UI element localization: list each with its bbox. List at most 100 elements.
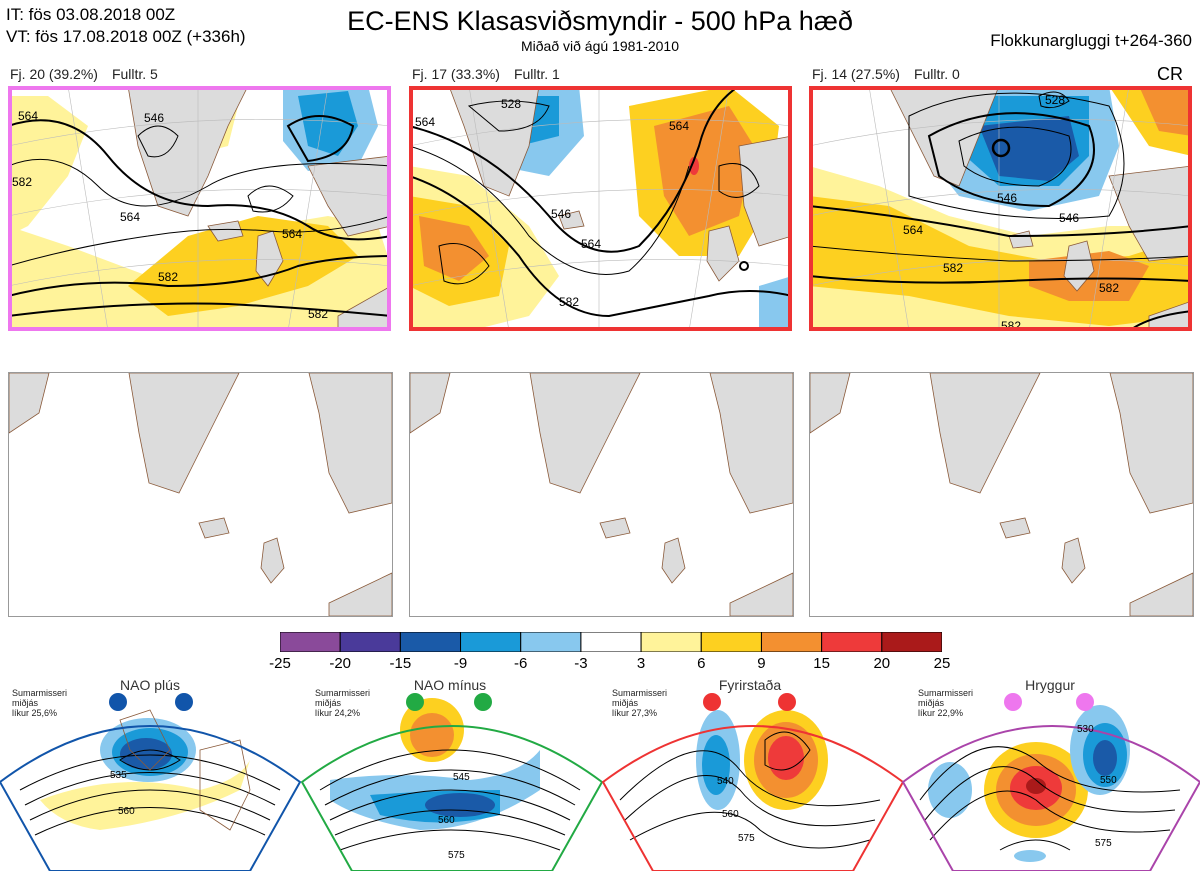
land-masses: [810, 373, 1193, 616]
regime-3-name: Fyrirstaða: [718, 677, 782, 693]
land-masses: [448, 86, 792, 282]
contour-label: 582: [559, 295, 579, 309]
regime-nao-minus-map: [300, 698, 604, 872]
contour-label: 540: [717, 776, 734, 787]
colorbar-bin: [700, 632, 762, 652]
colorbar-bin: [520, 632, 582, 652]
regime-3-info: Sumarmisseri miðjás líkur 27,3%: [612, 688, 667, 718]
cluster-2-border: [409, 86, 792, 331]
regime-probability: líkur 22,9%: [918, 708, 964, 718]
colorbar-bin: [339, 632, 401, 652]
regime-season: Sumarmisseri: [612, 688, 668, 698]
cluster-3-count: Fj. 14 (27.5%): [812, 66, 900, 82]
regime-mid: miðjás: [315, 698, 342, 708]
regime-dot: [778, 693, 796, 711]
regime-mid: miðjás: [12, 698, 39, 708]
colorbar-tick-label: 20: [873, 655, 891, 672]
regime-dot: [406, 693, 424, 711]
contour-label: 582: [308, 307, 328, 321]
cluster-1-border: [8, 86, 391, 331]
colorbar-bin: [760, 632, 823, 652]
colorbar-tick-label: 15: [813, 655, 830, 672]
colorbar-tick-label: -3: [574, 655, 588, 672]
cluster-3-map: 546 564 582 582 582 528 546: [809, 86, 1192, 331]
page-title: EC-ENS Klasasviðsmyndir - 500 hPa hæð: [347, 6, 853, 36]
regime-dot: [1076, 693, 1094, 711]
regime-1-name: NAO plús: [120, 677, 180, 693]
contour-label: 546: [551, 207, 571, 221]
colorbar-bin: [460, 632, 522, 652]
colorbar-tick-label: 25: [933, 655, 951, 672]
colorbar: [280, 632, 942, 652]
colorbar-bin: [881, 632, 942, 652]
cluster-3-representative: Fulltr. 0: [913, 66, 960, 82]
colorbar-bin: [580, 632, 642, 652]
contour-label: 546: [1059, 211, 1079, 225]
land-masses: [9, 373, 392, 616]
height-contours: [8, 115, 391, 317]
blank-map-3: [809, 372, 1194, 617]
regime-season: Sumarmisseri: [12, 688, 68, 698]
page-subtitle: Miðað við ágú 1981-2010: [520, 38, 679, 54]
contour-label: 564: [669, 119, 689, 133]
colorbar-tick-label: 3: [636, 655, 646, 672]
contour-label: 550: [1100, 775, 1117, 786]
colorbar-tick-label: -15: [389, 655, 412, 672]
regime-1-info: Sumarmisseri miðjás líkur 25,6%: [12, 688, 67, 718]
colorbar-bin: [640, 632, 702, 652]
blank-map-2: [409, 372, 794, 617]
regime-nao-plus-map: [0, 709, 302, 872]
colorbar-bin: [280, 632, 341, 652]
contour-label: 564: [581, 237, 601, 251]
land-masses: [410, 373, 793, 616]
colorbar-tick-label: -6: [514, 655, 528, 672]
cluster-3-label: Fj. 14 (27.5%) Fulltr. 0: [812, 66, 960, 82]
contour-label: 575: [738, 833, 755, 844]
cluster-1-map: 564 564 582 564 582 582 546: [8, 86, 391, 331]
contour-label: 564: [282, 227, 302, 241]
contour-label: 530: [1077, 724, 1094, 735]
anomaly-shading: [409, 86, 792, 331]
height-contours: [809, 91, 1192, 331]
regime-ridge-map: [901, 705, 1200, 872]
regime-4-info: Sumarmisseri miðjás líkur 22,9%: [918, 688, 973, 718]
colorbar-tick-label: 9: [757, 655, 766, 672]
colorbar-tick-label: -9: [453, 655, 468, 672]
cluster-2-representative: Fulltr. 1: [513, 66, 560, 82]
contour-label: 545: [453, 772, 470, 783]
land-masses: [127, 86, 391, 331]
regime-dot: [703, 693, 721, 711]
colorbar-bin: [821, 632, 883, 652]
regime-probability: líkur 27,3%: [612, 708, 658, 718]
colorbar-bin: [399, 632, 462, 652]
cluster-2-label: Fj. 17 (33.3%) Fulltr. 1: [412, 66, 560, 82]
regime-mid: miðjás: [612, 698, 639, 708]
cluster-1-label: Fj. 20 (39.2%) Fulltr. 5: [10, 66, 158, 82]
cr-label: CR: [1157, 64, 1183, 84]
contour-label: 528: [1045, 93, 1065, 107]
colorbar-ticks: -25 -20 -15 -9 -6 -3 3 6 9 15 20 25: [260, 655, 960, 675]
regime-4-name: Hryggur: [1025, 677, 1075, 693]
valid-time: VT: fös 17.08.2018 00Z (+336h): [6, 27, 246, 46]
contour-label: 546: [997, 191, 1017, 205]
height-contours: [409, 86, 792, 318]
contour-label: 582: [1099, 281, 1119, 295]
contour-label: 575: [448, 850, 465, 861]
regime-dot: [175, 693, 193, 711]
initial-time: IT: fös 03.08.2018 00Z: [6, 5, 176, 24]
regime-probability: líkur 25,6%: [12, 708, 58, 718]
header-info: IT: fös 03.08.2018 00Z VT: fös 17.08.201…: [6, 4, 246, 48]
regime-season: Sumarmisseri: [315, 688, 371, 698]
contour-label: 560: [438, 815, 455, 826]
regime-2-info: Sumarmisseri miðjás líkur 24,2%: [315, 688, 370, 718]
grid-lines: [409, 86, 792, 331]
contour-label: 560: [722, 809, 739, 820]
colorbar-tick-label: 6: [697, 655, 706, 672]
contour-label: 564: [18, 109, 38, 123]
cluster-1-representative: Fulltr. 5: [111, 66, 158, 82]
classification-window: Flokkunargluggi t+264-360: [990, 31, 1192, 50]
contour-label: 582: [158, 270, 178, 284]
regime-2-name: NAO mínus: [413, 677, 487, 693]
contour-label: 582: [943, 261, 963, 275]
regime-mid: miðjás: [918, 698, 945, 708]
